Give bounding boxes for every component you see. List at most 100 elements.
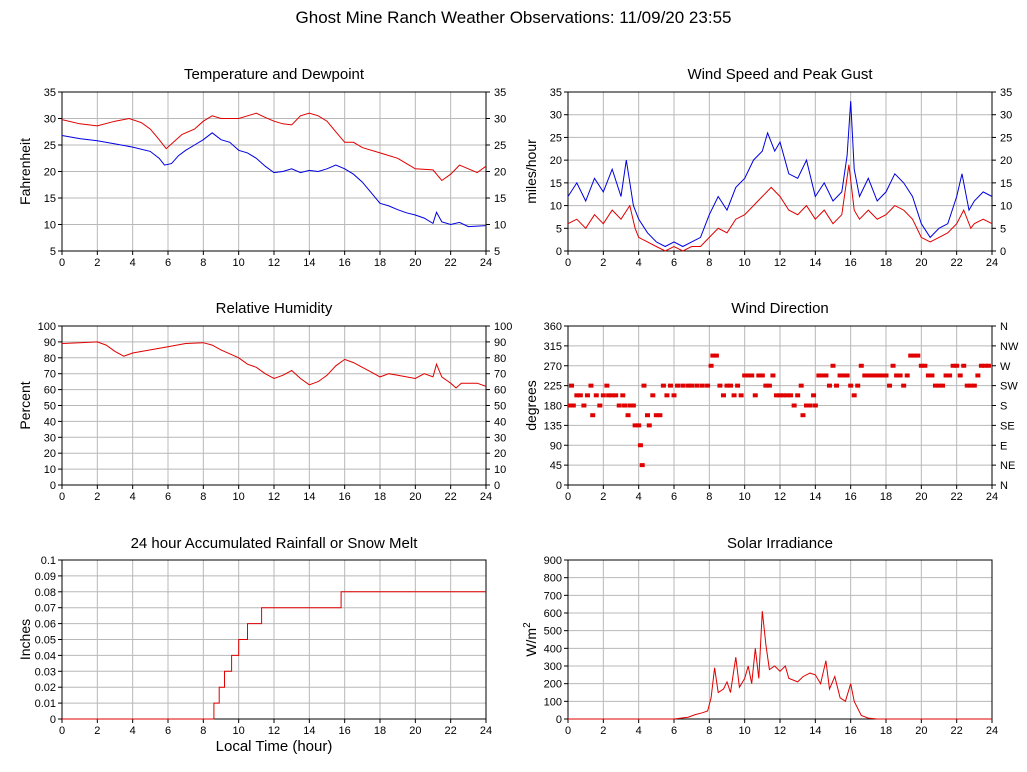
temperature-y-tick-label: 30 (44, 114, 56, 126)
wind-speed-right-tick-label: 20 (1000, 155, 1012, 167)
wind-speed-x-tick-label: 16 (845, 257, 857, 269)
wind-direction-point (653, 413, 659, 418)
wind-speed-x-tick-label: 12 (774, 257, 786, 269)
wind-direction-point (724, 383, 730, 388)
wind-direction-point (685, 383, 691, 388)
rainfall-y-tick-label: 0.01 (35, 698, 56, 710)
rainfall-x-tick-label: 20 (409, 725, 421, 737)
wind-direction-right-tick-label: NE (1000, 460, 1015, 472)
wind-direction-point (763, 383, 769, 388)
wind-direction-point (915, 353, 921, 358)
wind-direction-point (901, 383, 907, 388)
wind-direction-point (848, 383, 854, 388)
rainfall-x-tick-label: 22 (445, 725, 457, 737)
temperature-y-tick-label: 5 (50, 246, 56, 258)
temperature-series-blue-line (61, 132, 487, 228)
solar-y-tick-label: 800 (544, 573, 562, 585)
solar-x-tick-label: 10 (739, 725, 751, 737)
temperature-y-tick-label: 15 (44, 193, 56, 205)
rainfall-x-tick-label: 4 (130, 725, 136, 737)
wind-direction-point (777, 393, 783, 398)
wind-direction-point (897, 373, 903, 378)
temperature-y-axis-label: Fahrenheit (17, 138, 33, 205)
rainfall-y-tick-label: 0.06 (35, 619, 56, 631)
wind-direction-right-tick-label: SW (1000, 381, 1018, 393)
solar-y-tick-label: 500 (544, 626, 562, 638)
wind-speed-right-tick-label: 10 (1000, 201, 1012, 213)
wind-direction-point (759, 373, 765, 378)
wind-direction-x-tick-label: 2 (600, 491, 606, 503)
wind-speed-title: Wind Speed and Peak Gust (687, 66, 873, 83)
solar-y-axis-label: W/m2 (522, 622, 539, 657)
solar-x-tick-label: 18 (880, 725, 892, 737)
humidity-title: Relative Humidity (215, 300, 333, 317)
wind-speed-x-tick-label: 4 (636, 257, 642, 269)
wind-direction-point (720, 393, 726, 398)
humidity-x-tick-label: 14 (303, 491, 315, 503)
rainfall-x-tick-label: 24 (480, 725, 492, 737)
wind-direction-point (622, 403, 628, 408)
wind-direction-point (574, 393, 580, 398)
wind-speed-right-tick-label: 0 (1000, 246, 1006, 258)
wind-direction-point (812, 403, 818, 408)
humidity-right-tick-label: 90 (494, 337, 506, 349)
wind-direction-y-tick-label: 270 (544, 361, 562, 373)
wind-direction-point (616, 403, 622, 408)
wind-direction-point (710, 353, 716, 358)
wind-direction-point (908, 353, 914, 358)
temperature-x-tick-label: 22 (445, 257, 457, 269)
wind-direction-point (756, 373, 762, 378)
wind-direction-point (671, 393, 677, 398)
wind-direction-point (811, 393, 817, 398)
wind-direction-right-tick-label: E (1000, 440, 1007, 452)
rainfall-y-tick-label: 0.07 (35, 603, 56, 615)
wind-direction-y-tick-label: 90 (550, 440, 562, 452)
wind-speed-x-tick-label: 14 (809, 257, 821, 269)
wind-direction-point (593, 393, 599, 398)
solar-x-tick-label: 0 (565, 725, 571, 737)
wind-direction-point (770, 373, 776, 378)
solar-x-tick-label: 24 (986, 725, 998, 737)
humidity-right-tick-label: 0 (494, 480, 500, 492)
wind-direction-point (699, 383, 705, 388)
wind-direction-x-tick-label: 4 (636, 491, 642, 503)
wind-direction-x-tick-label: 20 (915, 491, 927, 503)
temperature-y-tick-label: 10 (44, 220, 56, 232)
wind-direction-point (957, 373, 963, 378)
humidity-right-tick-label: 50 (494, 401, 506, 413)
temperature-x-tick-label: 12 (268, 257, 280, 269)
wind-direction-point (781, 393, 787, 398)
wind-direction-x-tick-label: 8 (706, 491, 712, 503)
temperature-x-tick-label: 6 (165, 257, 171, 269)
humidity-x-tick-label: 20 (409, 491, 421, 503)
wind-direction-point (918, 363, 924, 368)
temperature-x-tick-label: 8 (200, 257, 206, 269)
wind-direction-point (766, 383, 772, 388)
humidity-x-tick-label: 16 (339, 491, 351, 503)
wind-direction-point (890, 363, 896, 368)
wind-direction-point (705, 383, 711, 388)
wind-direction-point (784, 393, 790, 398)
wind-direction-point (940, 383, 946, 388)
humidity-right-tick-label: 100 (494, 321, 512, 333)
solar-x-tick-label: 22 (951, 725, 963, 737)
temperature-right-tick-label: 10 (494, 220, 506, 232)
wind-direction-point (735, 383, 741, 388)
wind-direction-point (708, 363, 714, 368)
humidity-x-tick-label: 8 (200, 491, 206, 503)
wind-direction-x-tick-label: 10 (739, 491, 751, 503)
solar-x-tick-label: 4 (636, 725, 642, 737)
wind-direction-point (627, 403, 633, 408)
humidity-x-tick-label: 4 (130, 491, 136, 503)
solar-x-tick-label: 14 (809, 725, 821, 737)
wind-speed-y-tick-label: 15 (550, 178, 562, 190)
wind-speed-right-tick-label: 35 (1000, 87, 1012, 99)
wind-direction-y-tick-label: 225 (544, 381, 562, 393)
wind-direction-point (645, 413, 650, 418)
humidity-y-tick-label: 60 (44, 385, 56, 397)
wind-direction-point (584, 393, 590, 398)
rainfall-x-tick-label: 18 (374, 725, 386, 737)
rainfall-y-tick-label: 0 (50, 714, 56, 726)
temperature-x-tick-label: 10 (233, 257, 245, 269)
wind-speed-x-tick-label: 24 (986, 257, 998, 269)
